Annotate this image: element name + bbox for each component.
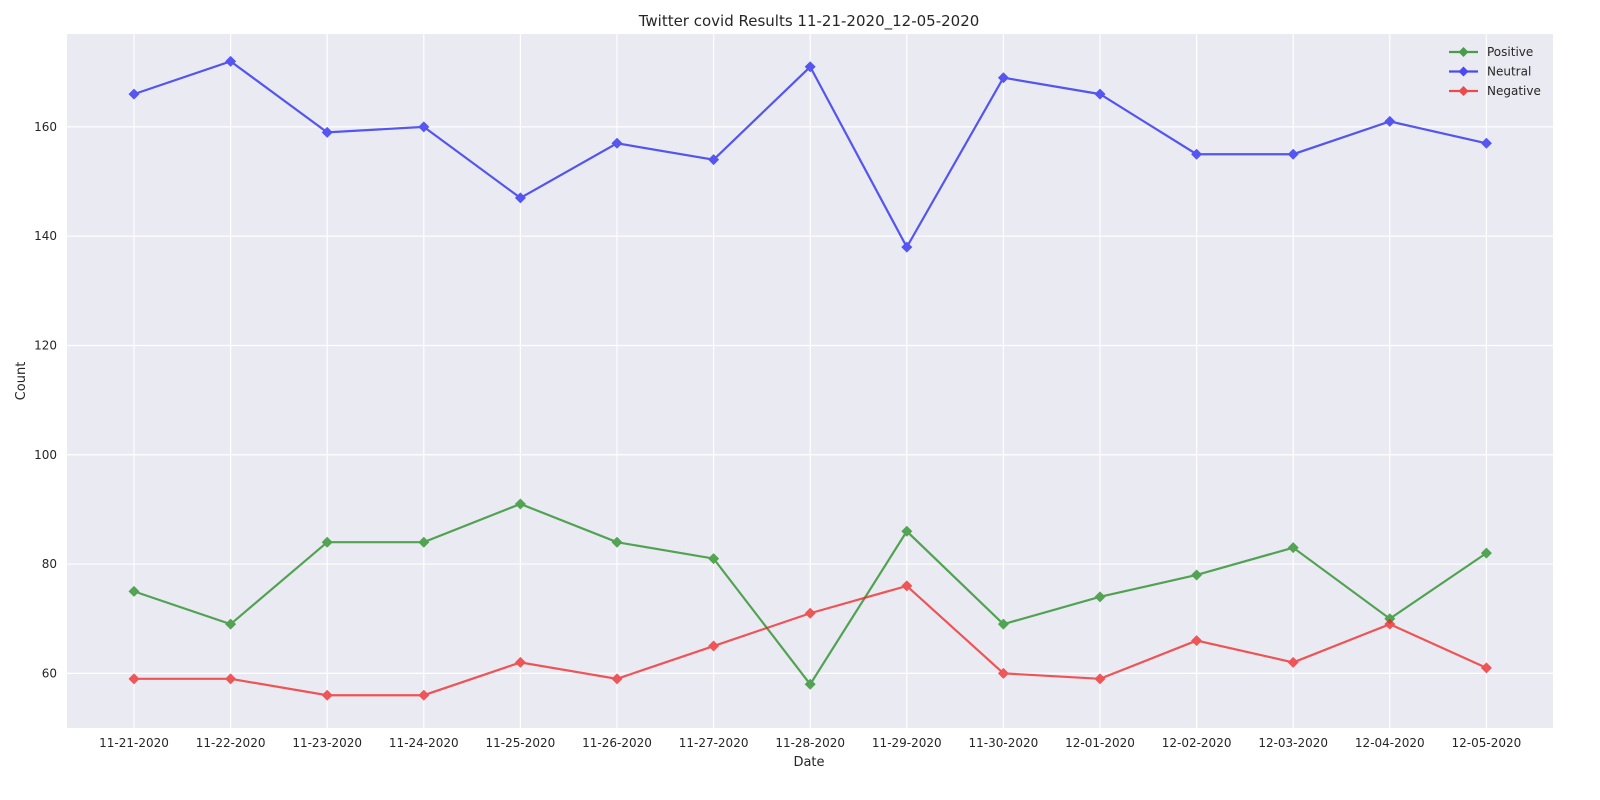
legend: Positive Neutral Negative [1449,45,1541,98]
legend-marker-icon [1458,66,1469,77]
legend-item-positive [1449,47,1478,57]
legend-label: Neutral [1487,65,1531,79]
data-point-neutral [1480,137,1492,149]
grid-lines [67,34,1553,728]
y-tick-label: 100 [34,448,57,462]
data-point-neutral [321,126,333,138]
data-point-neutral [1191,148,1203,160]
data-point-negative [708,640,720,652]
x-tick-label: 11-23-2020 [292,736,362,750]
legend-marker-icon [1458,47,1469,57]
x-axis-ticks: 11-21-2020 11-22-2020 11-23-2020 11-24-2020… [99,736,1521,750]
x-tick-label: 11-22-2020 [196,736,266,750]
x-tick-label: 12-02-2020 [1162,736,1232,750]
chart-title: Twitter covid Results 11-21-2020_12-05-2… [638,12,980,31]
data-point-neutral [1287,148,1299,160]
data-point-neutral [1384,115,1396,127]
data-point-negative [611,673,623,685]
x-axis-label: Date [793,755,824,770]
data-point-positive [225,618,237,630]
data-point-positive [321,536,333,548]
data-point-negative [1384,618,1396,630]
y-axis-ticks: 60 80 100 120 140 160 [34,120,57,680]
data-point-neutral [997,72,1009,84]
data-point-positive [514,498,526,510]
x-tick-label: 11-24-2020 [389,736,459,750]
data-point-negative [321,689,333,701]
data-point-negative [804,607,816,619]
data-point-neutral [1094,88,1106,100]
data-point-negative [1287,656,1299,668]
y-tick-label: 120 [34,338,57,352]
legend-item-neutral [1449,66,1478,77]
x-tick-label: 12-03-2020 [1258,736,1328,750]
data-point-positive [804,678,816,690]
legend-label: Positive [1487,45,1533,59]
data-point-neutral [128,88,140,100]
y-tick-label: 140 [34,229,57,243]
data-point-neutral [708,154,720,166]
data-point-positive [611,536,623,548]
data-point-positive [1287,542,1299,554]
data-point-positive [1480,547,1492,559]
data-point-positive [708,553,720,565]
data-point-positive [128,585,140,597]
y-tick-label: 160 [34,120,57,134]
legend-marker-icon [1458,86,1469,96]
data-point-negative [418,689,430,701]
x-tick-label: 11-29-2020 [872,736,942,750]
data-point-negative [1480,662,1492,674]
data-point-positive [1191,569,1203,581]
x-tick-label: 11-27-2020 [679,736,749,750]
data-point-negative [901,580,913,592]
y-tick-label: 80 [42,557,57,571]
data-point-negative [997,667,1009,679]
legend-label: Negative [1487,84,1541,98]
series-group [128,55,1492,701]
series-negative [128,580,1492,701]
x-tick-label: 11-26-2020 [582,736,652,750]
x-tick-label: 11-30-2020 [969,736,1039,750]
data-point-positive [997,618,1009,630]
x-tick-label: 12-05-2020 [1452,736,1522,750]
data-point-negative [225,673,237,685]
x-tick-label: 11-21-2020 [99,736,169,750]
data-point-negative [1094,673,1106,685]
data-point-neutral [611,137,623,149]
data-point-positive [418,536,430,548]
data-point-positive [901,525,913,537]
legend-item-negative [1449,86,1478,96]
data-point-neutral [418,121,430,133]
y-axis-label: Count [14,362,29,401]
data-point-neutral [804,61,816,73]
data-point-negative [128,673,140,685]
data-point-negative [1191,635,1203,647]
x-tick-label: 12-01-2020 [1065,736,1135,750]
data-point-neutral [514,192,526,204]
data-point-positive [1094,591,1106,603]
y-tick-label: 60 [42,666,57,680]
data-point-neutral [225,55,237,67]
x-tick-label: 11-28-2020 [775,736,845,750]
data-point-negative [514,656,526,668]
x-tick-label: 11-25-2020 [486,736,556,750]
series-neutral [128,55,1492,253]
x-tick-label: 12-04-2020 [1355,736,1425,750]
data-point-neutral [901,241,913,253]
